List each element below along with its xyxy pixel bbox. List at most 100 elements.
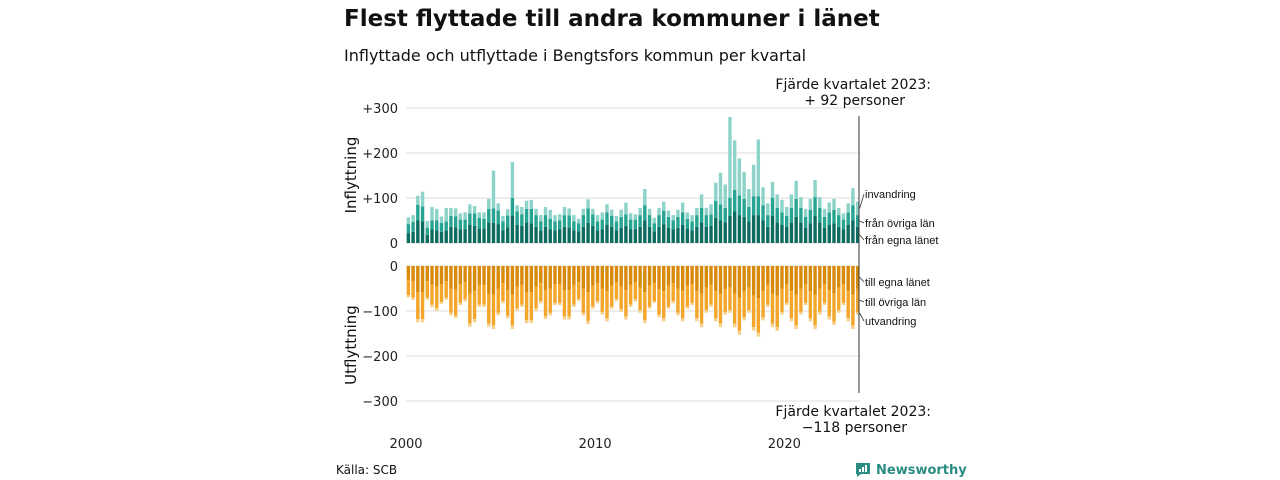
bar-utflyttning bbox=[520, 304, 524, 307]
bar-utflyttning bbox=[657, 289, 661, 315]
bar-utflyttning bbox=[439, 284, 444, 302]
bar-inflyttning bbox=[510, 216, 515, 243]
bar-inflyttning bbox=[539, 215, 543, 222]
bar-inflyttning bbox=[614, 221, 619, 231]
bar-inflyttning bbox=[690, 230, 694, 243]
bar-utflyttning bbox=[553, 302, 557, 306]
bar-utflyttning bbox=[539, 301, 543, 304]
bar-utflyttning bbox=[558, 266, 562, 284]
bar-inflyttning bbox=[520, 214, 524, 226]
bar-inflyttning bbox=[595, 230, 600, 243]
bar-utflyttning bbox=[482, 266, 486, 285]
bar-inflyttning bbox=[851, 220, 855, 243]
bar-inflyttning bbox=[695, 226, 699, 243]
bar-utflyttning bbox=[553, 266, 557, 284]
annotation-bottom-line1: Fjärde kvartalet 2023: bbox=[775, 404, 931, 420]
bar-inflyttning bbox=[690, 221, 694, 231]
series-leader-top bbox=[859, 220, 865, 224]
bar-utflyttning bbox=[766, 266, 770, 285]
bar-inflyttning bbox=[822, 216, 827, 228]
bar-inflyttning bbox=[813, 180, 817, 198]
bar-utflyttning bbox=[586, 266, 590, 293]
bar-inflyttning bbox=[416, 195, 420, 205]
bar-utflyttning bbox=[827, 290, 831, 317]
bar-inflyttning bbox=[780, 225, 784, 243]
bar-utflyttning bbox=[610, 285, 614, 307]
bar-utflyttning bbox=[638, 287, 642, 311]
bar-inflyttning bbox=[567, 215, 571, 228]
bar-inflyttning bbox=[652, 217, 656, 224]
bar-inflyttning bbox=[766, 226, 770, 243]
bar-utflyttning bbox=[818, 266, 822, 289]
bar-inflyttning bbox=[444, 230, 448, 243]
bar-inflyttning bbox=[558, 214, 562, 221]
bar-utflyttning bbox=[543, 266, 548, 291]
bar-inflyttning bbox=[425, 227, 429, 235]
bar-utflyttning bbox=[799, 266, 803, 289]
bar-inflyttning bbox=[662, 210, 666, 225]
bar-inflyttning bbox=[742, 198, 746, 217]
bar-inflyttning bbox=[420, 206, 425, 222]
bar-inflyttning bbox=[487, 208, 491, 223]
bar-inflyttning bbox=[747, 207, 751, 222]
bar-utflyttning bbox=[482, 284, 486, 305]
bar-utflyttning bbox=[468, 323, 472, 327]
x-tick: 2020 bbox=[768, 437, 801, 452]
bar-inflyttning bbox=[785, 226, 789, 243]
bar-utflyttning bbox=[794, 325, 798, 329]
bar-utflyttning bbox=[534, 266, 538, 287]
bar-inflyttning bbox=[643, 205, 647, 221]
bar-inflyttning bbox=[770, 181, 775, 198]
bar-inflyttning bbox=[576, 218, 581, 224]
bar-inflyttning bbox=[855, 201, 860, 216]
bar-inflyttning bbox=[411, 215, 415, 222]
bar-utflyttning bbox=[803, 284, 808, 303]
bar-utflyttning bbox=[468, 293, 472, 324]
bar-inflyttning bbox=[520, 207, 524, 215]
bar-inflyttning bbox=[605, 225, 609, 243]
bar-inflyttning bbox=[624, 202, 628, 215]
bar-utflyttning bbox=[472, 319, 477, 323]
bar-utflyttning bbox=[529, 292, 534, 320]
bar-inflyttning bbox=[444, 207, 448, 222]
bar-utflyttning bbox=[444, 266, 448, 282]
bar-inflyttning bbox=[439, 216, 444, 223]
bar-utflyttning bbox=[751, 295, 756, 328]
series-leader-bottom bbox=[859, 313, 865, 322]
bar-inflyttning bbox=[827, 212, 831, 225]
bar-utflyttning bbox=[529, 320, 534, 324]
bar-inflyttning bbox=[453, 208, 458, 217]
bar-inflyttning bbox=[591, 225, 595, 243]
bar-inflyttning bbox=[491, 170, 496, 209]
bar-inflyttning bbox=[425, 220, 429, 228]
brand-name: Newsworthy bbox=[876, 462, 967, 478]
bar-utflyttning bbox=[666, 266, 671, 286]
bar-inflyttning bbox=[586, 208, 590, 223]
bar-utflyttning bbox=[671, 301, 675, 304]
chart-subtitle: Inflyttade och utflyttade i Bengtsfors k… bbox=[344, 46, 807, 65]
bar-utflyttning bbox=[676, 288, 680, 313]
brand-logo[interactable]: Newsworthy bbox=[855, 462, 967, 478]
bar-inflyttning bbox=[808, 198, 813, 210]
bar-utflyttning bbox=[822, 302, 827, 306]
bar-inflyttning bbox=[411, 221, 415, 232]
bar-inflyttning bbox=[737, 158, 742, 196]
y-tick-bottom: −200 bbox=[362, 350, 398, 365]
bar-utflyttning bbox=[477, 284, 482, 305]
bar-utflyttning bbox=[610, 266, 614, 286]
bar-utflyttning bbox=[699, 293, 704, 324]
bar-inflyttning bbox=[515, 211, 519, 225]
bar-inflyttning bbox=[766, 203, 770, 216]
bar-utflyttning bbox=[515, 266, 519, 287]
bar-inflyttning bbox=[430, 207, 434, 221]
y-tick-top: +300 bbox=[362, 102, 398, 117]
bar-inflyttning bbox=[737, 195, 742, 216]
bar-utflyttning bbox=[813, 294, 817, 326]
y-tick-bottom: −100 bbox=[362, 305, 398, 320]
bar-utflyttning bbox=[751, 327, 756, 331]
bar-utflyttning bbox=[534, 286, 538, 309]
source-note: Källa: SCB bbox=[336, 463, 398, 477]
bar-utflyttning bbox=[756, 266, 761, 299]
bar-utflyttning bbox=[435, 308, 439, 311]
bar-inflyttning bbox=[505, 209, 510, 216]
